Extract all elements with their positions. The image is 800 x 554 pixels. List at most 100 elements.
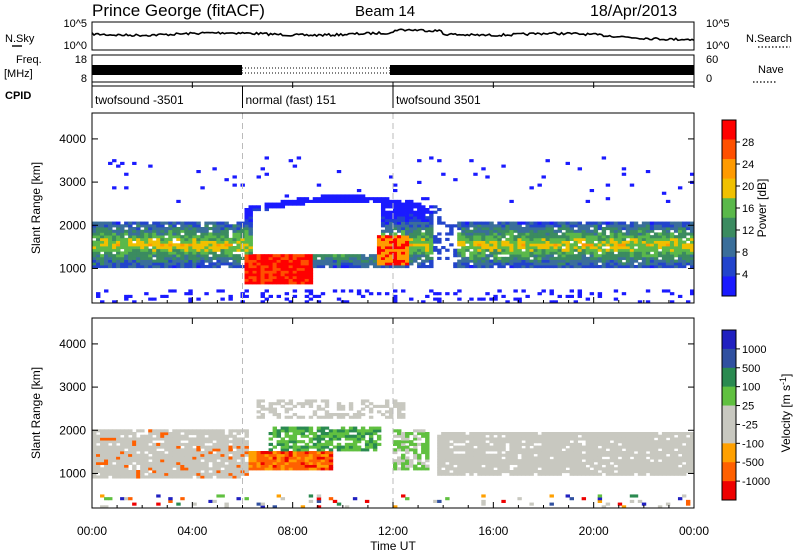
heatmap-cell (192, 237, 197, 241)
nsky-panel: N.Sky 10^5 10^0 10^5 10^0 N.Search (5, 18, 792, 52)
heatmap-cell (581, 265, 587, 269)
heatmap-cell (549, 434, 554, 438)
heatmap-cell (609, 453, 615, 457)
heatmap-cell (312, 265, 318, 269)
heatmap-cell (405, 202, 410, 206)
colorbar-label: 12 (742, 225, 754, 237)
heatmap-cell (236, 265, 241, 269)
heatmap-cell (501, 294, 506, 298)
heatmap-cell (457, 437, 462, 441)
heatmap-cell (461, 259, 466, 263)
heatmap-cell (316, 429, 322, 433)
heatmap-cell (308, 273, 314, 277)
heatmap-cell (316, 440, 322, 444)
colorbar-label: 1000 (742, 344, 766, 356)
heatmap-cell (401, 243, 406, 247)
heatmap-cell (104, 235, 109, 239)
heatmap-cell (401, 232, 406, 236)
heatmap-cell (601, 442, 607, 446)
heatmap-cell (216, 440, 221, 444)
heatmap-cell (485, 259, 490, 263)
heatmap-cell (276, 267, 282, 271)
heatmap-cell (276, 256, 282, 260)
heatmap-cell (264, 172, 269, 176)
heatmap-cell (461, 227, 466, 231)
heatmap-cell (380, 256, 386, 260)
heatmap-cell (256, 262, 261, 266)
heatmap-cell (565, 448, 570, 452)
heatmap-cell (469, 159, 474, 163)
heatmap-cell (673, 235, 679, 239)
heatmap-cell (292, 426, 298, 430)
heatmap-cell (685, 442, 691, 446)
heatmap-cell (393, 434, 398, 438)
heatmap-cell (236, 237, 241, 241)
heatmap-cell (529, 251, 534, 255)
heatmap-cell (493, 297, 498, 301)
heatmap-cell (108, 464, 113, 468)
heatmap-cell (252, 267, 257, 271)
heatmap-cell (220, 440, 225, 444)
heatmap-cell (360, 254, 366, 258)
heatmap-cell (553, 300, 558, 304)
heatmap-cell (156, 472, 161, 476)
heatmap-cell (340, 254, 346, 258)
heatmap-cell (284, 194, 290, 198)
heatmap-cell (473, 172, 478, 176)
heatmap-cell (336, 442, 342, 446)
heatmap-cell (388, 415, 394, 419)
heatmap-cell (312, 445, 318, 449)
heatmap-cell (605, 502, 611, 506)
heatmap-cell (401, 224, 406, 228)
heatmap-cell (144, 251, 149, 255)
heatmap-cell (388, 235, 394, 239)
heatmap-cell (601, 235, 607, 239)
heatmap-cell (481, 243, 486, 247)
heatmap-cell (597, 294, 603, 298)
heatmap-cell (284, 259, 290, 263)
heatmap-cell (437, 208, 442, 212)
heatmap-cell (152, 232, 157, 236)
heatmap-cell (140, 224, 145, 228)
heatmap-cell (453, 251, 458, 255)
heatmap-cell (457, 289, 462, 293)
heatmap-cell (469, 453, 474, 457)
heatmap-cell (304, 456, 310, 460)
heatmap-cell (489, 440, 494, 444)
heatmap-cell (453, 437, 458, 441)
heatmap-cell (304, 294, 310, 298)
heatmap-cell (156, 432, 161, 436)
heatmap-cell (128, 461, 133, 465)
heatmap-cell (585, 235, 591, 239)
heatmap-cell (653, 235, 659, 239)
heatmap-cell (216, 224, 221, 228)
heatmap-cell (188, 297, 193, 301)
heatmap-cell (557, 440, 562, 444)
heatmap-cell (212, 256, 217, 260)
heatmap-cell (645, 289, 651, 293)
heatmap-cell (605, 224, 611, 228)
heatmap-cell (172, 451, 177, 455)
heatmap-cell (288, 434, 294, 438)
heatmap-cell (304, 461, 310, 465)
heatmap-cell (276, 451, 282, 455)
heatmap-cell (136, 265, 141, 269)
heatmap-cell (469, 472, 474, 476)
heatmap-cell (397, 216, 402, 220)
heatmap-cell (312, 459, 318, 463)
heatmap-cell (128, 429, 133, 433)
heatmap-cell (336, 415, 342, 419)
heatmap-cell (445, 453, 450, 457)
heatmap-cell (112, 464, 117, 468)
heatmap-cell (429, 246, 434, 250)
heatmap-cell (609, 235, 615, 239)
heatmap-cell (324, 440, 330, 444)
heatmap-cell (268, 262, 273, 266)
heatmap-cell (92, 442, 97, 446)
heatmap-cell (136, 227, 141, 231)
heatmap-cell (521, 459, 526, 463)
heatmap-cell (605, 221, 611, 225)
heatmap-cell (601, 256, 607, 260)
heatmap-cell (409, 221, 414, 225)
heatmap-cell (368, 254, 374, 258)
